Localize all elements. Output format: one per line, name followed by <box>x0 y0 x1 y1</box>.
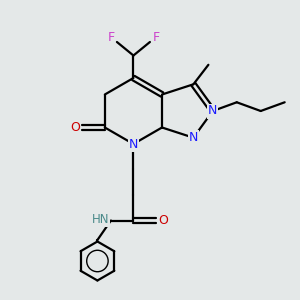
Text: N: N <box>189 131 198 144</box>
Text: O: O <box>158 214 168 227</box>
Text: N: N <box>129 138 138 151</box>
Text: HN: HN <box>92 213 109 226</box>
Text: F: F <box>152 31 160 44</box>
Text: F: F <box>107 31 115 44</box>
Text: O: O <box>70 121 80 134</box>
Text: N: N <box>208 104 218 118</box>
